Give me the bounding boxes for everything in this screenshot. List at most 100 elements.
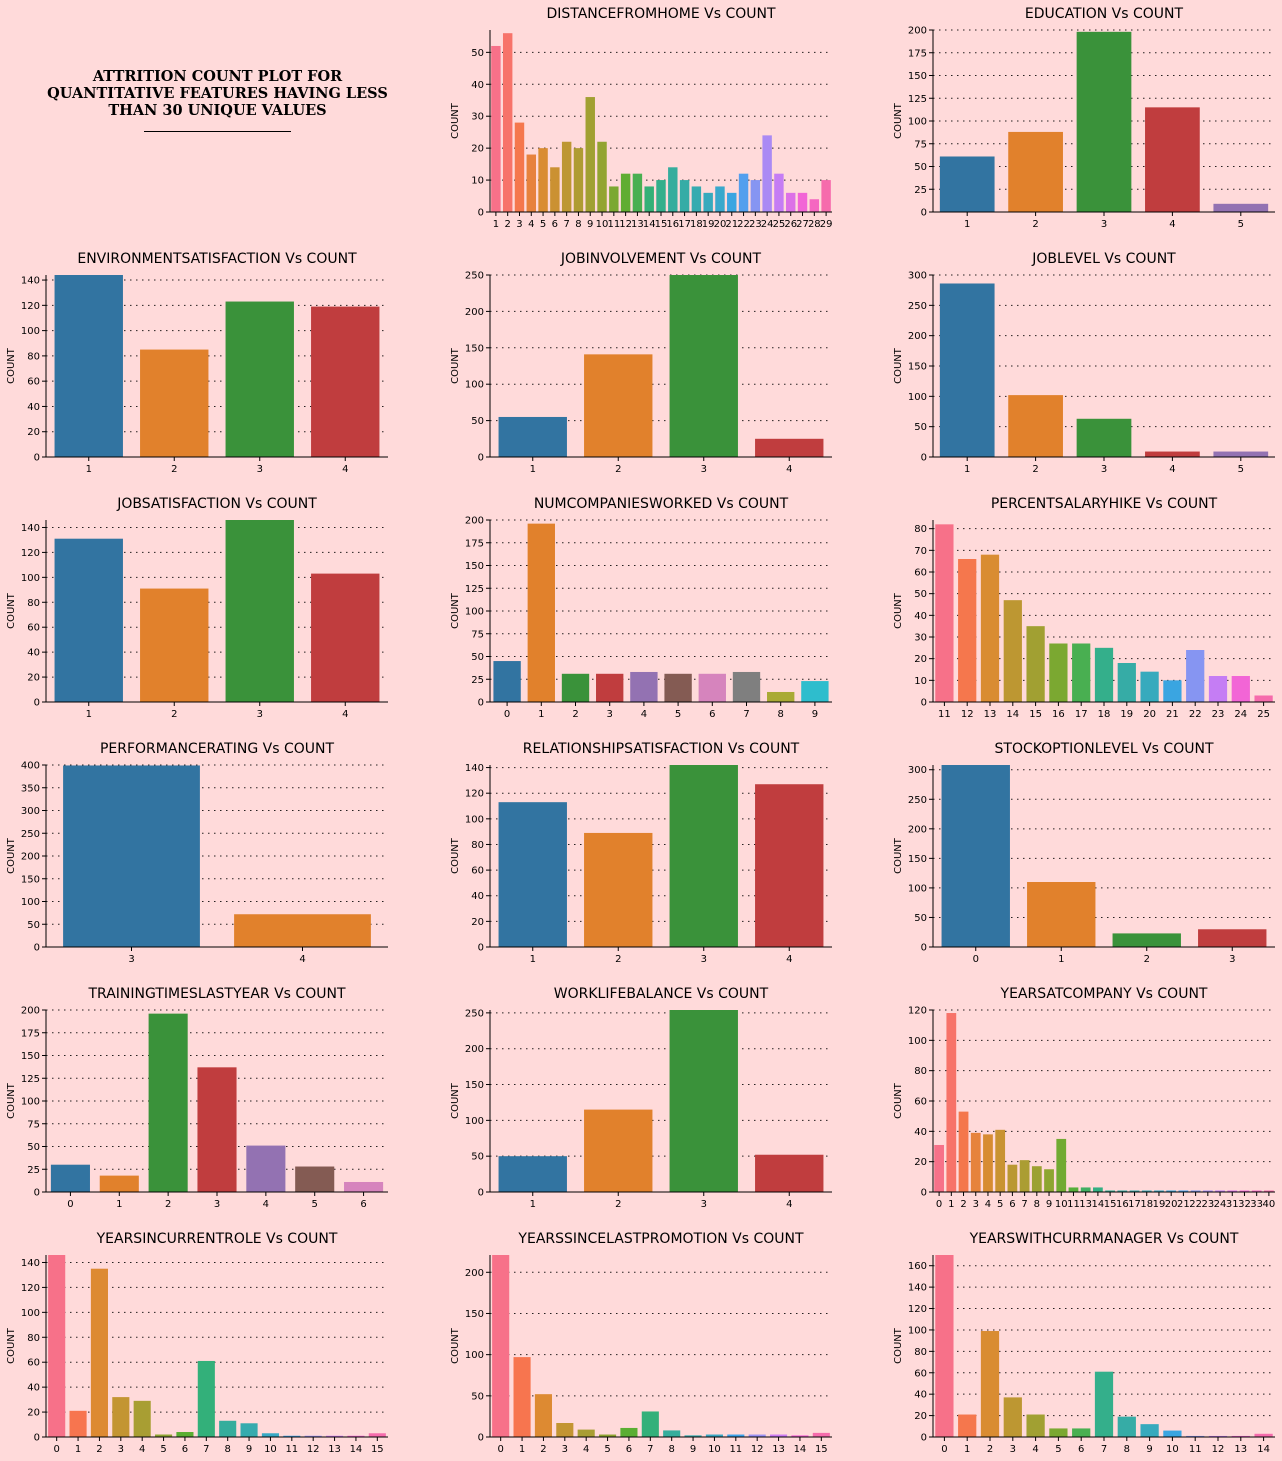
x-tick-label: 0 xyxy=(67,1199,73,1210)
y-tick-label: 0 xyxy=(34,698,40,709)
chart-trainingtimeslastyear: TRAININGTIMESLASTYEAR Vs COUNTCOUNT02550… xyxy=(6,986,388,1210)
x-tick-label: 18 xyxy=(690,219,703,230)
x-tick-label: 8 xyxy=(778,709,784,720)
chart-joblevel: JOBLEVEL Vs COUNT COUNT 0 50 100 150 200 250 300… xyxy=(893,251,1275,475)
y-tick-label: 150 xyxy=(465,1309,484,1320)
y-axis-label: COUNT xyxy=(6,347,17,384)
y-tick-label: 150 xyxy=(908,362,927,373)
y-tick-label: 20 xyxy=(471,917,484,928)
y-tick-label: 80 xyxy=(914,1066,927,1077)
bar-16 xyxy=(668,167,678,212)
x-tick-label: 5 xyxy=(1238,464,1244,475)
x-tick-label: 22 xyxy=(1189,709,1202,720)
bar-20 xyxy=(1166,1190,1177,1192)
chart-education: EDUCATION Vs COUNTCOUNT02550751001251501… xyxy=(893,6,1275,230)
bar-5 xyxy=(155,1434,173,1437)
x-tick-label: 22 xyxy=(1189,1199,1202,1210)
bar-1 xyxy=(69,1410,87,1437)
x-tick-label: 0 xyxy=(54,1444,60,1455)
x-tick-label: 3 xyxy=(701,1199,707,1210)
bar-20 xyxy=(715,186,725,212)
x-tick-label: 6 xyxy=(552,219,558,230)
bar-4 xyxy=(246,1145,286,1192)
bar-28 xyxy=(809,199,820,212)
y-axis-label: COUNT xyxy=(893,1327,904,1364)
x-tick-label: 4 xyxy=(342,464,348,475)
x-tick-label: 9 xyxy=(1146,1444,1152,1455)
y-tick-label: 150 xyxy=(21,1051,40,1062)
bar-2 xyxy=(1112,933,1181,947)
bar-2 xyxy=(90,1268,108,1437)
y-tick-label: 0 xyxy=(34,1433,40,1444)
bar-6 xyxy=(698,673,726,702)
y-tick-label: 350 xyxy=(21,783,40,794)
x-tick-label: 40 xyxy=(1263,1199,1276,1210)
y-tick-label: 100 xyxy=(21,897,40,908)
y-tick-label: 40 xyxy=(27,1383,40,1394)
bar-12 xyxy=(620,173,631,212)
x-tick-label: 3 xyxy=(1229,954,1235,965)
x-tick-label: 23 xyxy=(1212,709,1225,720)
x-tick-label: 3 xyxy=(701,464,707,475)
x-tick-label: 19 xyxy=(1153,1199,1166,1210)
y-tick-label: 10 xyxy=(471,176,484,187)
bar-18 xyxy=(691,186,702,212)
x-tick-label: 1 xyxy=(1058,954,1064,965)
x-tick-label: 14 xyxy=(1092,1199,1105,1210)
x-tick-label: 2 xyxy=(171,709,177,720)
chart-yearssincelastpromotion: YEARSSINCELASTPROMOTION Vs COUNTCOUNT050… xyxy=(450,1231,832,1455)
chart-title: JOBSATISFACTION Vs COUNT xyxy=(116,496,317,512)
x-tick-label: 4 xyxy=(786,1199,792,1210)
y-tick-label: 120 xyxy=(21,548,40,559)
bar-22 xyxy=(1190,1190,1201,1192)
bar-4 xyxy=(755,784,824,947)
y-tick-label: 0 xyxy=(478,1433,484,1444)
bar-1 xyxy=(54,538,123,702)
bar-24 xyxy=(1215,1190,1225,1192)
y-tick-label: 50 xyxy=(471,1391,484,1402)
x-tick-label: 4 xyxy=(1169,464,1175,475)
y-tick-label: 150 xyxy=(465,561,484,572)
chart-percentsalaryhike: PERCENTSALARYHIKE Vs COUNT COUNT 0 10 20 30 40… xyxy=(893,496,1275,720)
x-tick-label: 5 xyxy=(312,1199,318,1210)
x-tick-label: 20 xyxy=(714,219,727,230)
x-tick-label: 1 xyxy=(948,1199,954,1210)
chart-title: WORKLIFEBALANCE Vs COUNT xyxy=(554,986,769,1002)
bar-24 xyxy=(762,135,772,212)
x-tick-label: 3 xyxy=(562,1444,568,1455)
y-tick-label: 140 xyxy=(21,1258,40,1269)
bar-26 xyxy=(786,192,796,212)
y-tick-label: 120 xyxy=(908,1304,927,1315)
bar-10 xyxy=(597,141,607,212)
x-tick-label: 13 xyxy=(1234,1444,1247,1455)
y-axis-label: COUNT xyxy=(6,592,17,629)
bar-31 xyxy=(1227,1190,1238,1192)
bar-4 xyxy=(577,1429,595,1437)
x-tick-label: 17 xyxy=(1128,1199,1141,1210)
x-tick-label: 3 xyxy=(257,709,263,720)
x-tick-label: 19 xyxy=(702,219,715,230)
y-tick-label: 200 xyxy=(465,516,484,527)
y-axis-label: COUNT xyxy=(6,1082,17,1119)
bar-0 xyxy=(493,661,521,702)
x-tick-label: 24 xyxy=(1214,1199,1227,1210)
y-axis-label: COUNT xyxy=(893,592,904,629)
bar-2 xyxy=(1008,131,1063,212)
y-tick-label: 300 xyxy=(908,271,927,282)
y-tick-label: 125 xyxy=(908,94,927,105)
bar-4 xyxy=(755,438,824,457)
bar-2 xyxy=(584,1109,653,1192)
bar-0 xyxy=(941,765,1010,947)
x-tick-label: 11 xyxy=(1067,1199,1080,1210)
x-tick-label: 32 xyxy=(1238,1199,1251,1210)
x-tick-label: 5 xyxy=(604,1444,610,1455)
bar-15 xyxy=(1026,626,1045,702)
y-tick-label: 0 xyxy=(921,698,927,709)
chart-title: RELATIONSHIPSATISFACTION Vs COUNT xyxy=(523,741,800,757)
bar-12 xyxy=(748,1434,766,1437)
chart-title: YEARSINCURRENTROLE Vs COUNT xyxy=(96,1231,338,1247)
x-tick-label: 15 xyxy=(371,1444,384,1455)
x-tick-label: 4 xyxy=(528,219,534,230)
y-tick-label: 40 xyxy=(914,611,927,622)
bar-3 xyxy=(1076,418,1132,457)
